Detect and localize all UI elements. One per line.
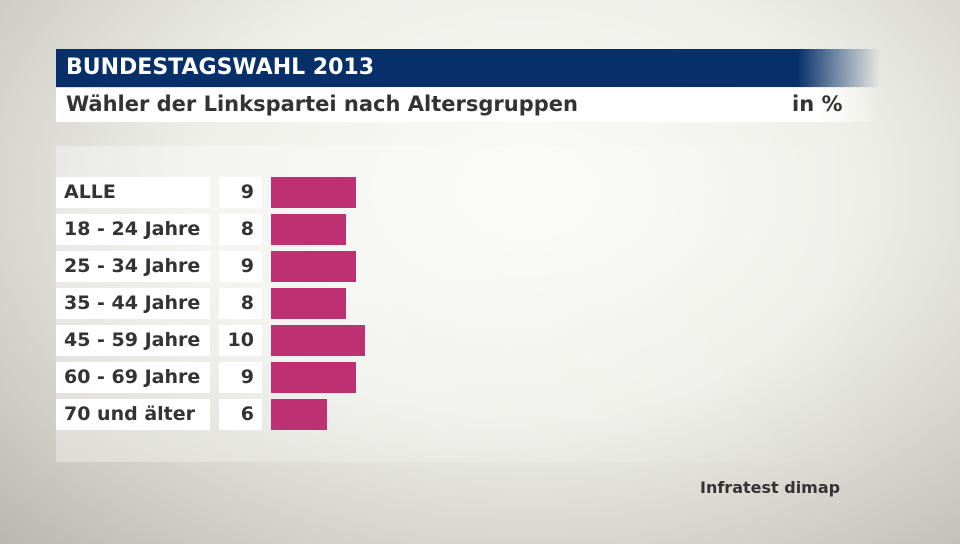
category-label: 18 - 24 Jahre — [56, 214, 210, 245]
title-bar: BUNDESTAGSWAHL 2013 — [56, 49, 880, 87]
value-label: 10 — [219, 325, 262, 356]
value-label: 9 — [219, 251, 262, 282]
value-label: 9 — [219, 362, 262, 393]
bar — [271, 325, 365, 356]
chart-header: BUNDESTAGSWAHL 2013 — [66, 55, 375, 80]
category-label: 70 und älter — [56, 399, 210, 430]
unit-label: in % — [792, 92, 843, 116]
source-label: Infratest dimap — [700, 478, 841, 497]
category-label: 60 - 69 Jahre — [56, 362, 210, 393]
category-label: 45 - 59 Jahre — [56, 325, 210, 356]
bar — [271, 177, 356, 208]
bar — [271, 399, 328, 430]
value-label: 6 — [219, 399, 262, 430]
value-label: 8 — [219, 288, 262, 319]
subtitle-bar: Wähler der Linkspartei nach Altersgruppe… — [56, 88, 880, 122]
bar — [271, 288, 347, 319]
value-label: 9 — [219, 177, 262, 208]
category-label: 25 - 34 Jahre — [56, 251, 210, 282]
bar — [271, 214, 347, 245]
bar — [271, 362, 356, 393]
category-label: 35 - 44 Jahre — [56, 288, 210, 319]
bar — [271, 251, 356, 282]
category-label: ALLE — [56, 177, 210, 208]
value-label: 8 — [219, 214, 262, 245]
chart-title: Wähler der Linkspartei nach Altersgruppe… — [66, 92, 578, 116]
